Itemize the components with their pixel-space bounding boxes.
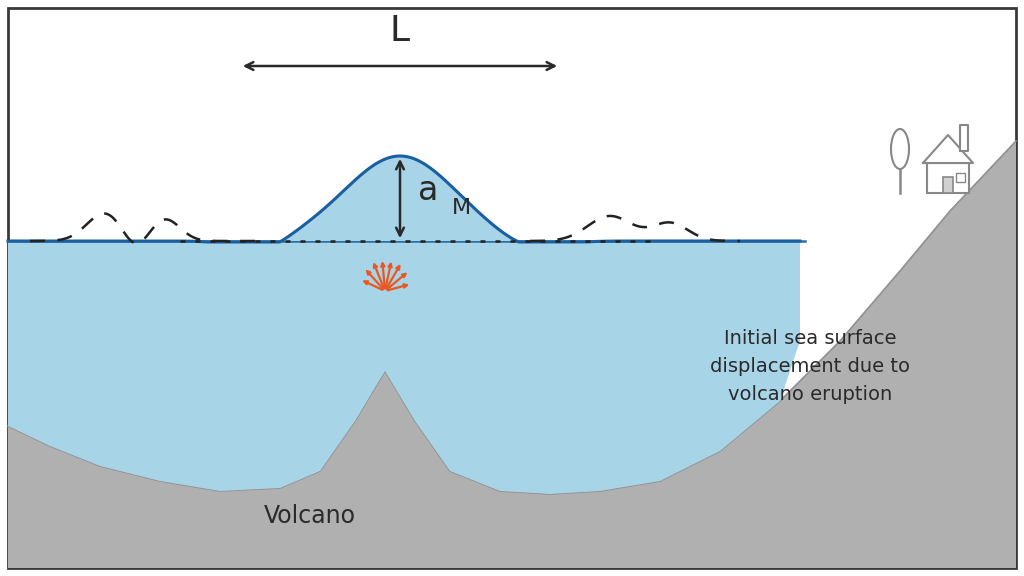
Bar xyxy=(956,173,965,182)
Text: Volcano: Volcano xyxy=(264,504,356,528)
Text: a: a xyxy=(418,174,438,207)
Polygon shape xyxy=(8,156,800,242)
Bar xyxy=(927,163,969,193)
Bar xyxy=(943,177,953,193)
Polygon shape xyxy=(961,125,968,151)
Polygon shape xyxy=(923,135,973,163)
Text: L: L xyxy=(390,14,410,48)
Polygon shape xyxy=(8,141,1016,568)
Text: Initial sea surface
displacement due to
volcano eruption: Initial sea surface displacement due to … xyxy=(710,328,910,404)
Text: M: M xyxy=(452,199,471,218)
Ellipse shape xyxy=(891,129,909,169)
FancyBboxPatch shape xyxy=(8,8,1016,568)
Polygon shape xyxy=(8,241,800,494)
